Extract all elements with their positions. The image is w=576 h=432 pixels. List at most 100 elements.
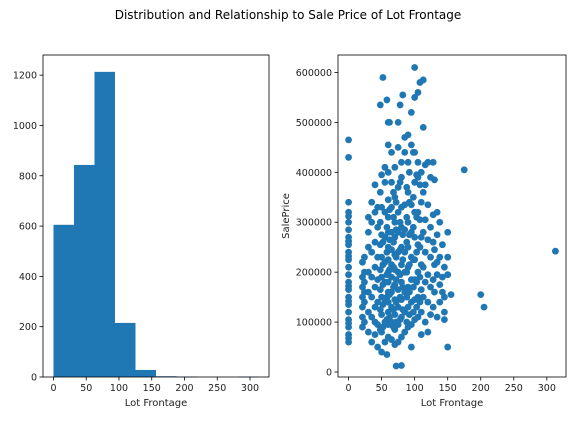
scatter-point <box>384 278 392 286</box>
scatter-point <box>404 188 412 196</box>
scatter-point <box>411 233 419 241</box>
scatter-xtick-label: 100 <box>406 383 424 394</box>
scatter-point <box>419 228 427 236</box>
scatter-point <box>444 228 452 236</box>
scatter-point <box>392 198 400 206</box>
histogram-bars <box>53 71 259 378</box>
scatter-point <box>374 343 382 351</box>
scatter-ticks: 0 50 100 150 200 250 300 0 100000 200000 300000 400… <box>296 68 556 394</box>
scatter-point <box>424 328 432 336</box>
scatter-point <box>419 263 427 271</box>
histogram-ytick-label: 200 <box>19 322 37 333</box>
scatter-point <box>381 338 389 346</box>
scatter-point <box>398 313 405 321</box>
scatter-point <box>424 158 432 166</box>
scatter-point <box>404 158 412 166</box>
scatter-point <box>431 176 438 184</box>
scatter-point <box>401 226 409 234</box>
scatter-point <box>345 282 352 290</box>
scatter-point <box>378 273 386 281</box>
scatter-point <box>416 216 424 224</box>
scatter-point <box>403 293 411 301</box>
scatter-point <box>404 218 412 226</box>
scatter-point <box>345 198 352 206</box>
scatter-point <box>436 298 444 306</box>
scatter-point <box>381 163 389 171</box>
scatter-point <box>441 316 448 323</box>
histogram-bar <box>114 322 136 377</box>
scatter-point <box>384 168 392 176</box>
scatter-point <box>376 266 384 274</box>
scatter-point <box>407 343 415 351</box>
scatter-point <box>398 362 405 369</box>
scatter-point <box>376 218 384 226</box>
scatter-point <box>345 218 352 226</box>
scatter-panel: 0 50 100 150 200 250 300 0 100000 200000 300000 400… <box>281 54 567 409</box>
scatter-point <box>365 328 372 336</box>
scatter-point <box>345 153 352 161</box>
scatter-point <box>361 278 368 286</box>
histogram-frame <box>42 54 270 378</box>
scatter-point <box>433 231 441 239</box>
figure-title: Distribution and Relationship to Sale Pr… <box>115 8 462 22</box>
scatter-ytick-label: 600000 <box>296 68 332 79</box>
scatter-point <box>399 256 407 264</box>
scatter-point <box>411 94 419 101</box>
scatter-point <box>378 171 386 179</box>
scatter-point <box>401 328 409 336</box>
scatter-point <box>421 278 429 286</box>
histogram-ytick-label: 0 <box>31 373 37 384</box>
scatter-point <box>421 318 429 326</box>
histogram-xtick-label: 200 <box>175 383 193 394</box>
scatter-point <box>368 293 376 301</box>
scatter-point <box>398 333 405 341</box>
scatter-point <box>368 218 376 226</box>
scatter-point <box>416 273 424 281</box>
scatter-ylabel: SalePrice <box>281 193 292 239</box>
histogram-xtick-label: 50 <box>80 383 92 394</box>
scatter-point <box>394 118 402 126</box>
histogram-bar <box>53 224 74 377</box>
scatter-point <box>391 233 399 241</box>
scatter-point <box>398 173 405 181</box>
scatter-point <box>371 238 379 246</box>
scatter-point <box>444 343 452 351</box>
scatter-point <box>398 158 405 166</box>
scatter-point <box>391 326 399 333</box>
scatter-point <box>429 276 437 284</box>
scatter-point <box>411 148 419 156</box>
histogram-xlabel: Lot Frontage <box>125 398 188 409</box>
scatter-point <box>368 313 376 321</box>
scatter-point <box>401 148 409 156</box>
scatter-point <box>409 283 417 291</box>
scatter-point <box>433 208 441 216</box>
scatter-point <box>345 271 352 279</box>
scatter-point <box>374 298 382 306</box>
scatter-point <box>477 291 485 299</box>
scatter-ytick-label: 400000 <box>296 168 332 179</box>
scatter-point <box>388 336 395 343</box>
scatter-point <box>417 331 425 338</box>
scatter-point <box>365 308 372 316</box>
scatter-point <box>424 201 432 209</box>
scatter-point <box>399 91 407 99</box>
scatter-point <box>433 313 441 321</box>
scatter-ytick-label: 0 <box>326 368 332 379</box>
scatter-point <box>384 298 392 306</box>
scatter-point <box>480 303 488 311</box>
scatter-point <box>381 178 389 186</box>
scatter-point <box>444 253 452 261</box>
scatter-point <box>413 303 421 311</box>
scatter-point <box>392 362 400 370</box>
scatter-point <box>411 64 419 71</box>
scatter-point <box>391 218 399 226</box>
scatter-point <box>378 348 386 356</box>
histogram-xtick-label: 100 <box>110 383 128 394</box>
scatter-point <box>416 298 424 306</box>
scatter-point <box>427 253 434 261</box>
scatter-point <box>407 201 415 209</box>
scatter-point <box>376 286 384 294</box>
scatter-xtick-label: 0 <box>346 383 352 394</box>
scatter-point <box>386 118 393 126</box>
scatter-point <box>439 241 446 249</box>
